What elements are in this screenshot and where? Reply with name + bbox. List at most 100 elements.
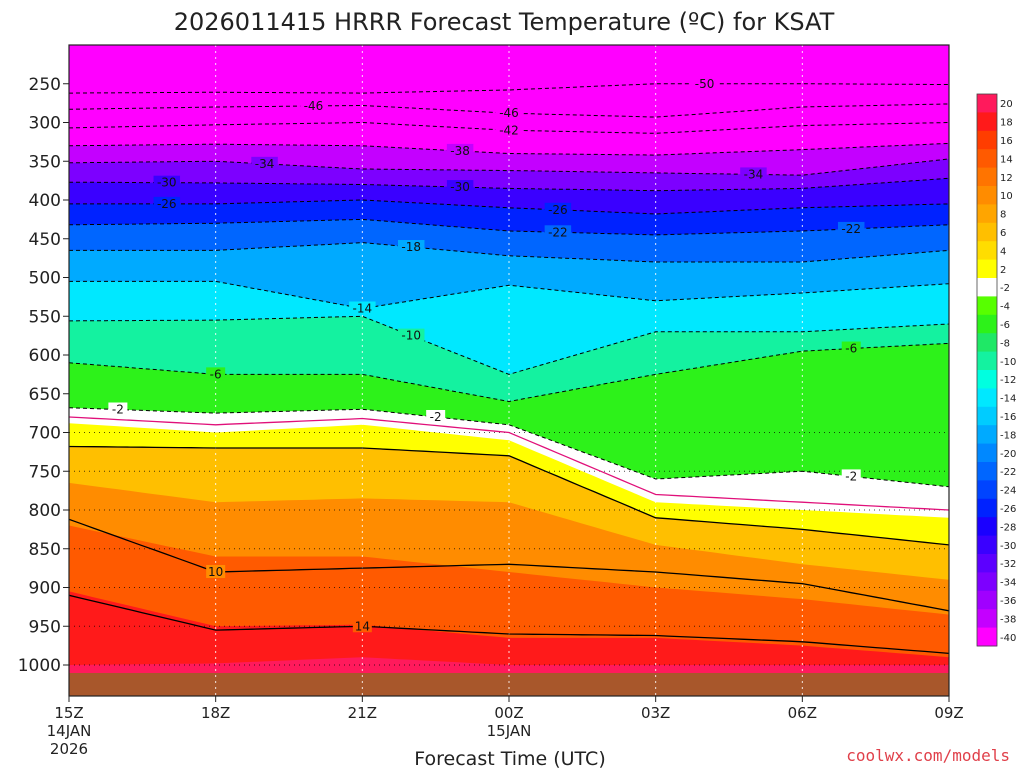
- colorbar-label: -28: [1000, 522, 1016, 533]
- contour-label-bg: [841, 341, 861, 355]
- colorbar-swatch: [977, 480, 997, 500]
- colorbar-swatch: [977, 370, 997, 389]
- colorbar-label: 6: [1000, 228, 1006, 239]
- contour-label: -14: [353, 302, 373, 316]
- colorbar-label: -36: [1000, 596, 1016, 607]
- colorbar-label: -32: [1000, 559, 1016, 570]
- contour-label: -18: [401, 240, 421, 254]
- contour-label-bg: [446, 180, 474, 194]
- isotherm-line-6: [69, 445, 949, 546]
- contour-label: -50: [695, 77, 715, 91]
- contour-label-bg: [352, 619, 372, 633]
- temperature-bands: [69, 45, 949, 696]
- contour-label-bg: [544, 202, 572, 216]
- x-tick-label: 21Z: [348, 704, 377, 722]
- contour-label: -26: [157, 197, 177, 211]
- contour-label: -42: [499, 123, 519, 137]
- contour-label-bg: [397, 328, 425, 342]
- y-tick-label: 700: [29, 424, 61, 444]
- y-tick-label: 250: [29, 75, 61, 95]
- isotherm-line--10: [69, 315, 949, 375]
- x-axis-label: Forecast Time (UTC): [414, 748, 605, 768]
- y-tick-label: 400: [29, 191, 61, 211]
- y-tick-label: 750: [29, 462, 61, 482]
- isotherm-line-14: [69, 594, 949, 655]
- contour-label: 14: [355, 619, 370, 633]
- colorbar-label: -12: [1000, 375, 1016, 386]
- isotherm-line--14: [69, 280, 949, 310]
- contour-label-bg: [837, 221, 865, 235]
- y-tick-label: 450: [29, 230, 61, 250]
- colorbar-swatch: [977, 112, 997, 132]
- contour-label: 10: [208, 565, 223, 579]
- contour-label-bg: [300, 98, 327, 112]
- x-tick-label: 00Z: [494, 704, 523, 722]
- contour-label-bg: [251, 156, 278, 170]
- colorbar-swatch: [977, 517, 997, 537]
- colorbar-label: -26: [1000, 504, 1016, 515]
- x-tick-label: 15Z: [54, 704, 83, 722]
- colorbar-label: 14: [1000, 154, 1013, 165]
- y-tick-label: 600: [29, 346, 61, 366]
- ground-surface: [69, 673, 949, 696]
- contour-label-bg: [206, 565, 226, 578]
- colorbar-swatch: [977, 241, 997, 261]
- chart-title: 2026011415 HRRR Forecast Temperature (ºC…: [174, 8, 835, 36]
- colorbar-swatch: [977, 296, 997, 316]
- colorbar-label: 16: [1000, 136, 1013, 147]
- contour-label-bg: [495, 106, 523, 120]
- contour-label-bg: [841, 469, 861, 483]
- colorbar-legend: 20 18 16 14 12 10 8 6 4 2 -2 -4 -6 -8 -10 -12 -14 -16 -18 -…: [976, 93, 1016, 647]
- y-tick-label: 350: [29, 152, 61, 172]
- x-tick-year: 2026: [50, 740, 88, 758]
- colorbar-label: 20: [1000, 99, 1013, 110]
- colorbar-swatch: [977, 278, 997, 297]
- contour-label: -30: [157, 176, 177, 190]
- contour-label: -34: [744, 167, 764, 181]
- colorbar-label: -24: [1000, 486, 1016, 497]
- contour-label-bg: [446, 143, 474, 157]
- contour-label-bg: [108, 402, 128, 416]
- contour-label-bg: [691, 76, 718, 90]
- y-tick-label: 300: [29, 114, 61, 134]
- colorbar-swatch: [977, 167, 997, 187]
- colorbar-label: -40: [1000, 633, 1016, 644]
- colorbar-swatch: [977, 443, 997, 463]
- contour-label-bg: [206, 367, 226, 381]
- colorbar-label: 2: [1000, 265, 1006, 276]
- y-tick-label: 1000: [18, 656, 61, 676]
- colorbar-swatch: [977, 406, 997, 426]
- contour-label: -46: [499, 106, 519, 120]
- contour-label: -30: [450, 180, 470, 194]
- contour-label-bg: [349, 301, 376, 315]
- credit-text[interactable]: coolwx.com/models: [846, 746, 1010, 765]
- x-tick-label: 18Z: [201, 704, 230, 722]
- colorbar-label: -16: [1000, 412, 1016, 423]
- contour-label-bg: [495, 123, 523, 137]
- colorbar-swatch: [977, 204, 997, 224]
- contour-label: -22: [548, 225, 568, 239]
- y-tick-label: 550: [29, 307, 61, 327]
- contour-label-bg: [153, 196, 181, 210]
- colorbar-swatch: [977, 259, 997, 279]
- contour-label-bg: [740, 167, 767, 181]
- colorbar-label: -22: [1000, 467, 1016, 478]
- contour-label: -2: [845, 469, 857, 483]
- colorbar-swatch: [977, 314, 997, 334]
- y-tick-label: 800: [29, 501, 61, 521]
- colorbar-swatch: [977, 535, 997, 555]
- colorbar-swatch: [977, 609, 997, 629]
- colorbar-swatch: [977, 627, 997, 647]
- contour-label: -2: [430, 410, 442, 424]
- colorbar-label: -38: [1000, 614, 1016, 625]
- x-tick-label: 03Z: [641, 704, 670, 722]
- colorbar-label: -6: [1000, 320, 1010, 331]
- y-tick-label: 950: [29, 617, 61, 637]
- contour-label-bg: [426, 410, 446, 423]
- colorbar-frame: [976, 93, 998, 647]
- contour-label: -2: [112, 403, 124, 417]
- colorbar-swatch: [977, 554, 997, 573]
- colorbar-label: -30: [1000, 541, 1016, 552]
